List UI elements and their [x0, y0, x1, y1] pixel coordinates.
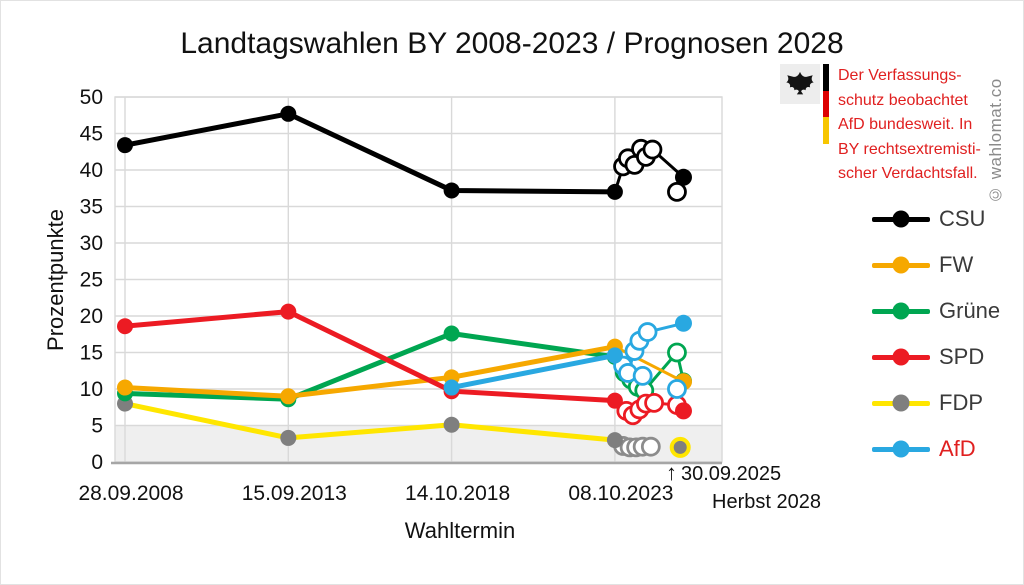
prognosis-date-label: Herbst 2028	[712, 491, 821, 513]
series-line-AfD	[449, 352, 618, 391]
flag-black-band	[823, 64, 829, 91]
election-point-SPD	[280, 303, 297, 320]
y-tick-label: 10	[80, 378, 103, 401]
y-tick-label: 35	[80, 196, 103, 219]
y-tick-label: 40	[80, 159, 103, 182]
legend-label-FW: FW	[939, 252, 974, 277]
election-point-CSU	[606, 183, 623, 200]
poll-point-AfD	[667, 379, 687, 399]
legend-item-AfD: AfD	[872, 426, 1000, 472]
y-axis-label: Prozentpunkte	[43, 209, 68, 351]
legend-label-CSU: CSU	[939, 206, 986, 231]
up-arrow-icon: ↑	[666, 460, 677, 485]
infobox-line: schutz beobachtet	[838, 91, 968, 109]
election-point-SPD	[117, 318, 133, 335]
election-point-SPD	[606, 392, 623, 409]
legend-item-CSU: CSU	[872, 196, 1000, 242]
prognosis-point-SPD	[674, 402, 692, 420]
x-tick-label: 28.09.2008	[78, 482, 183, 505]
infobox-text: Der Verfassungs-schutz beobachtet AfD bun…	[838, 64, 996, 187]
y-tick-label: 5	[91, 415, 103, 438]
legend-line-CSU	[872, 210, 930, 228]
legend-marker-SPD	[892, 348, 910, 366]
election-point-CSU	[443, 182, 460, 199]
legend-line-SPD	[872, 348, 930, 366]
election-point-AfD	[443, 379, 460, 396]
x-axis-label: Wahltermin	[404, 518, 516, 543]
election-point-FW	[280, 388, 297, 405]
poll-point-AfD	[637, 322, 658, 342]
series-line-SPD	[122, 309, 618, 404]
prognosis-point-CSU	[674, 168, 692, 186]
infobox-line: Der Verfassungs-	[838, 67, 962, 84]
legend-line-FW	[872, 256, 930, 274]
series-line-FW	[122, 344, 618, 399]
legend-marker-CSU	[892, 210, 910, 228]
legend-line-AfD	[872, 440, 930, 458]
prognosis-point-AfD	[674, 314, 692, 332]
legend-label-AfD: AfD	[939, 436, 976, 461]
legend-marker-Grüne	[892, 302, 910, 320]
poll-point-AfD	[632, 365, 653, 386]
series-line-Grüne	[122, 331, 618, 402]
poll-date-annotation: ↑ 30.09.2025	[666, 460, 782, 486]
poll-point-CSU	[642, 139, 663, 160]
election-point-FDP	[280, 429, 297, 446]
flag-gold-band	[823, 117, 829, 145]
verfassungsschutz-infobox: Der Verfassungs-schutz beobachtet AfD bun…	[780, 64, 996, 187]
infobox-line: AfD bundesweit. In	[838, 116, 973, 133]
x-tick-label: 14.10.2018	[405, 482, 510, 505]
poll-point-SPD	[644, 392, 664, 413]
legend-label-Grüne: Grüne	[939, 298, 1001, 323]
election-point-FDP	[443, 416, 460, 433]
legend-marker-AfD	[892, 440, 910, 458]
legend-label-FDP: FDP	[939, 390, 983, 415]
legend-line-FDP	[872, 394, 930, 412]
german-flag-stripe	[823, 64, 829, 145]
legend-item-Grüne: Grüne	[872, 288, 1000, 334]
legend-marker-FDP	[892, 394, 910, 412]
chart-title: Landtagswahlen BY 2008-2023 / Prognosen …	[180, 27, 844, 60]
legend: CSU FW Grüne SPD FDP AfD	[872, 196, 1000, 472]
election-point-CSU	[280, 105, 297, 122]
x-tick-label: 08.10.2023	[568, 482, 673, 505]
x-tick-label: 15.09.2013	[242, 482, 347, 505]
watermark: © wahlomat.co	[986, 78, 1005, 204]
y-tick-label: 0	[91, 451, 103, 474]
series-line-FDP	[122, 401, 618, 443]
y-tick-label: 25	[80, 269, 103, 292]
y-tick-label: 20	[80, 305, 103, 328]
legend-label-SPD: SPD	[939, 344, 985, 369]
y-tick-label: 45	[80, 123, 103, 146]
last-poll-date-label: 30.09.2025	[681, 463, 782, 485]
y-tick-label: 30	[80, 232, 103, 255]
legend-marker-FW	[892, 256, 910, 274]
poll-point-Grüne	[667, 342, 687, 363]
legend-item-FW: FW	[872, 242, 1000, 288]
infobox-line: BY rechtsextremisti-	[838, 140, 981, 158]
election-point-FDP	[606, 432, 623, 449]
legend-item-FDP: FDP	[872, 380, 1000, 426]
poll-point-CSU	[667, 181, 687, 202]
election-point-CSU	[117, 137, 133, 154]
legend-item-SPD: SPD	[872, 334, 1000, 380]
legend-line-Grüne	[872, 302, 930, 320]
poll-point-FDP	[640, 436, 661, 457]
y-tick-label: 50	[80, 86, 103, 109]
series-line-CSU	[122, 111, 618, 195]
y-tick-label: 15	[80, 342, 103, 365]
election-point-AfD	[606, 347, 623, 364]
election-point-Grüne	[443, 325, 460, 342]
flag-red-band	[823, 90, 829, 118]
infobox-line: scher Verdachtsfall.	[838, 165, 978, 182]
prognosis-point-FDP	[669, 436, 691, 458]
bundesadler-icon	[780, 64, 820, 104]
election-point-FW	[117, 379, 133, 396]
